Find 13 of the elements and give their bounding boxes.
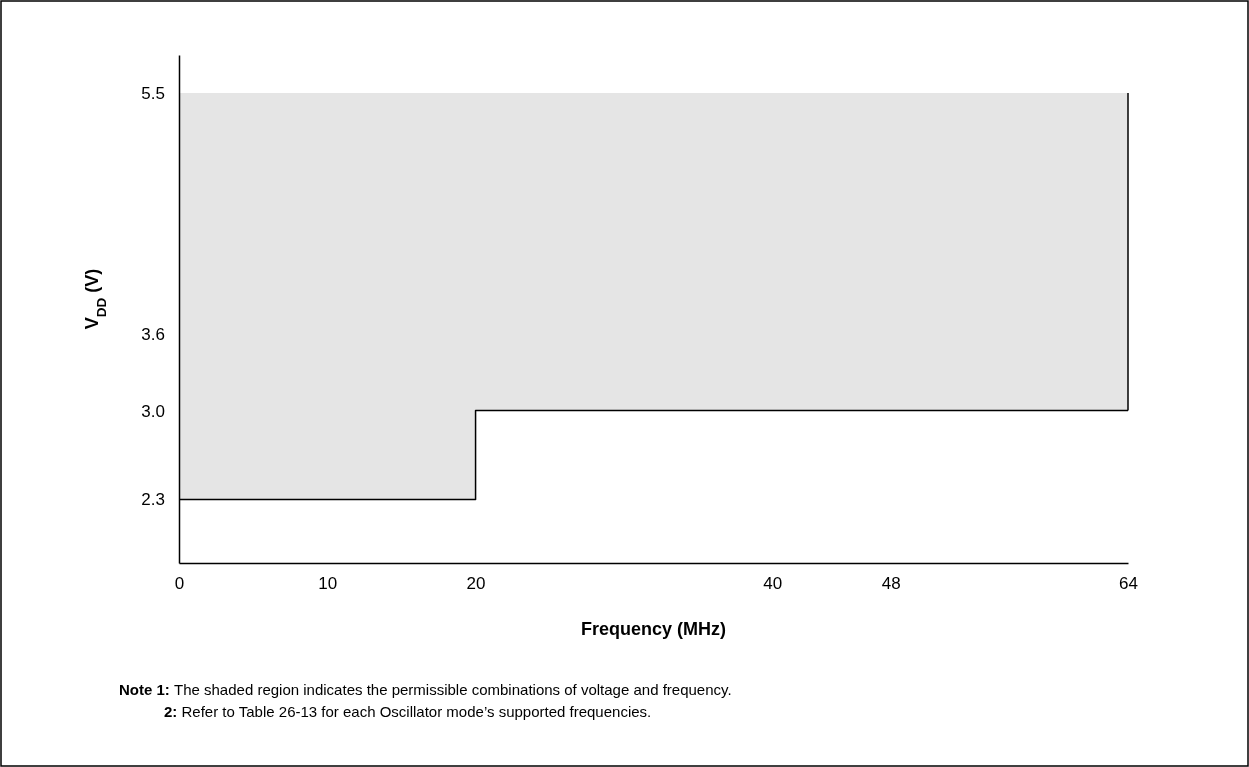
x-tick-label: 0 [174, 574, 185, 594]
y-tick-label: 5.5 [141, 84, 165, 104]
y-tick-label: 3.0 [141, 401, 165, 421]
x-tick-label: 10 [318, 574, 338, 594]
x-tick-label: 20 [466, 574, 486, 594]
x-axis-title: Frequency (MHz) [580, 619, 727, 639]
text: Note 1: The shaded region indicates the permissible combinations of voltage and frequency. [119, 681, 732, 698]
y-tick-label: 2.3 [141, 490, 165, 510]
text: 2: Refer to Table 26-13 for each Oscillator mode’s supported frequencies. [164, 703, 652, 720]
x-tick-label: 48 [881, 574, 901, 594]
x-tick-label: 40 [763, 574, 783, 594]
x-tick-label: 64 [1119, 574, 1138, 594]
y-tick-label: 3.6 [141, 325, 165, 345]
